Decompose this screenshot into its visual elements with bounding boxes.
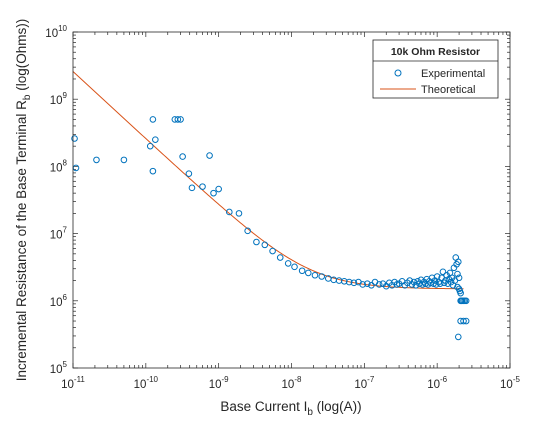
experimental-point — [311, 271, 319, 279]
experimental-point — [304, 269, 312, 277]
axis-ticks — [72, 31, 511, 369]
experimental-point — [120, 156, 128, 164]
experimental-point — [375, 281, 383, 288]
experimental-point — [146, 142, 154, 150]
experimental-point — [226, 208, 233, 216]
experimental-point — [364, 280, 371, 287]
experimental-point — [368, 282, 375, 289]
experimental-point — [215, 185, 222, 193]
experimental-point — [235, 210, 243, 217]
y-tick-label: 1010 — [45, 24, 67, 40]
legend-box — [372, 39, 499, 99]
experimental-point — [244, 227, 251, 235]
experimental-point — [152, 136, 159, 143]
experimental-point — [199, 183, 206, 190]
experimental-point — [455, 274, 463, 282]
experimental-point — [291, 263, 298, 271]
y-axis-label: Incremental Resistance of the Base Termi… — [14, 19, 33, 381]
experimental-point — [460, 317, 467, 325]
x-axis-label: Base Current Ib (log(A)) — [220, 399, 361, 418]
experimental-point — [462, 317, 470, 325]
experimental-point — [454, 270, 461, 278]
experimental-point — [149, 116, 157, 123]
experimental-point — [359, 281, 367, 288]
x-tick-label: 10-11 — [61, 375, 85, 391]
x-tick-label: 10-9 — [209, 375, 229, 391]
experimental-point — [93, 156, 100, 164]
y-tick-label: 109 — [50, 91, 68, 107]
experimental-point — [457, 289, 464, 297]
experimental-point — [206, 152, 213, 159]
experimental-point — [447, 278, 455, 286]
experimental-point — [439, 268, 447, 276]
y-tick-label: 105 — [50, 360, 68, 376]
experimental-point — [454, 333, 462, 341]
experimental-point — [284, 260, 292, 267]
experimental-point — [269, 247, 276, 255]
experimental-point — [253, 238, 260, 246]
experimental-point — [174, 116, 182, 123]
legend-title: 10k Ohm Resistor — [391, 46, 480, 58]
experimental-point — [298, 267, 306, 275]
x-tick-label: 10-8 — [282, 375, 302, 391]
y-tick-labels: 105 106 107 108 109 1010 — [45, 24, 67, 376]
experimental-point — [177, 116, 184, 123]
legend-experimental-marker — [394, 69, 402, 77]
experimental-series — [71, 116, 470, 341]
experimental-point — [185, 170, 193, 177]
x-tick-label: 10-5 — [500, 375, 520, 391]
x-tick-label: 10-6 — [427, 375, 447, 391]
y-tick-label: 106 — [50, 293, 68, 309]
legend-experimental-label: Experimental — [421, 68, 485, 80]
experimental-point — [261, 241, 269, 249]
experimental-point — [71, 135, 78, 142]
y-tick-label: 108 — [50, 158, 68, 174]
experimental-point — [462, 297, 470, 305]
experimental-point — [318, 273, 326, 280]
experimental-point — [179, 153, 186, 160]
experimental-point — [340, 278, 348, 285]
axes-box — [72, 31, 511, 369]
experimental-point — [276, 254, 284, 261]
experimental-point — [350, 279, 358, 287]
experimental-point — [188, 184, 196, 192]
experimental-point — [454, 258, 462, 266]
x-tick-label: 10-10 — [134, 375, 159, 391]
experimental-point — [149, 167, 157, 175]
x-tick-labels: 10-11 10-10 10-9 10-8 10-7 10-6 10-5 — [61, 375, 520, 391]
y-tick-label: 107 — [50, 226, 68, 242]
experimental-point — [345, 278, 353, 286]
experimental-point — [436, 280, 444, 287]
experimental-point — [412, 282, 420, 289]
experimental-point — [210, 189, 217, 197]
legend: 10k Ohm Resistor Experimental Theoretica… — [372, 39, 499, 99]
x-tick-label: 10-7 — [354, 375, 374, 391]
legend-theoretical-label: Theoretical — [421, 84, 475, 96]
